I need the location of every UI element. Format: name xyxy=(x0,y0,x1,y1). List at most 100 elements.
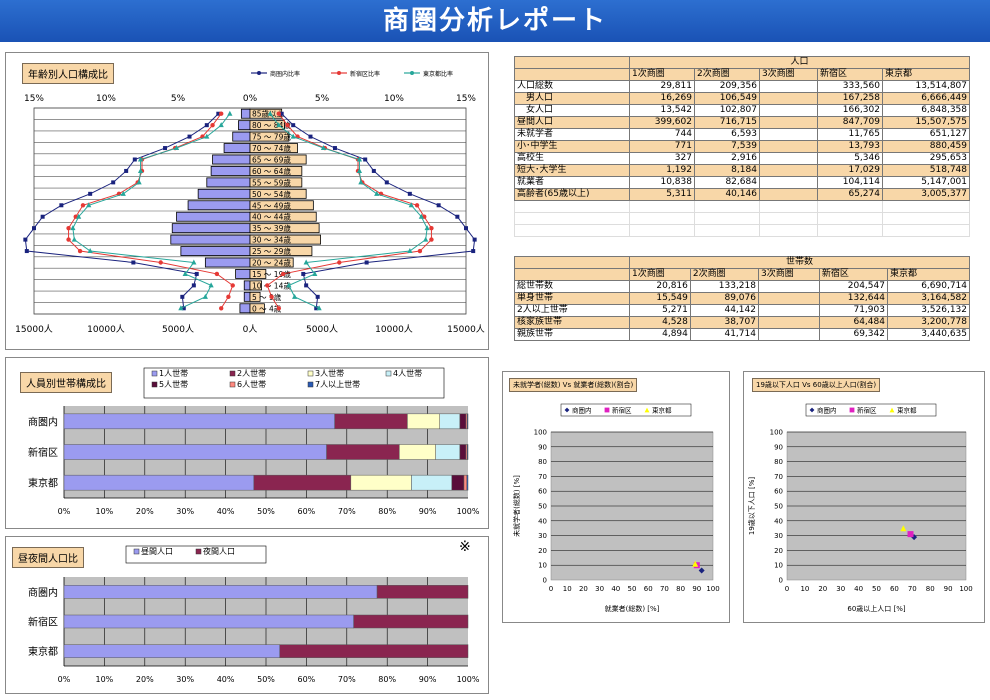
x-tick-label: 50% xyxy=(257,507,275,516)
pyramid-bar-male xyxy=(239,303,251,314)
ratio-point xyxy=(194,271,199,276)
ratio-point xyxy=(301,271,306,276)
table-cell xyxy=(757,292,820,305)
x-tick-label: 20% xyxy=(136,675,154,684)
x-tick-label: 30 xyxy=(836,585,845,593)
table-cell: 102,807 xyxy=(693,104,760,117)
percent-tick-label: 5% xyxy=(171,94,186,104)
ratio-point xyxy=(371,168,376,173)
pyramid-bar-female xyxy=(249,269,267,279)
stacked-bar-segment xyxy=(439,413,461,430)
x-tick-label: 80 xyxy=(676,585,685,593)
scatter-1-title: 未就学者(総数) Vs 就業者(総数)(割合) xyxy=(509,378,638,392)
table-group-header: 人口 xyxy=(629,56,970,69)
table-cell: 106,549 xyxy=(693,92,760,105)
stacked-bar-segment xyxy=(407,413,440,430)
table-cell: 13,793 xyxy=(817,140,883,153)
pyramid-bar-female xyxy=(249,143,298,153)
stacked-bar-segment xyxy=(451,474,465,491)
table-cell: 3,200,778 xyxy=(886,316,971,329)
people-tick-label: 0人 xyxy=(243,324,258,335)
age-label: 50 ～ 54歳 xyxy=(252,189,291,199)
table-cell: 5,311 xyxy=(629,188,695,201)
table-cell xyxy=(758,188,819,201)
legend-swatch xyxy=(385,370,392,377)
legend-label: 商圏内 xyxy=(572,406,592,415)
table-column-header: 新宿区 xyxy=(818,268,888,281)
age-label: 80 ～ 84歳 xyxy=(252,120,291,130)
stacked-bar-segment xyxy=(376,585,469,599)
ratio-point xyxy=(137,167,144,173)
stacked-bar-segment xyxy=(279,644,469,658)
x-tick-label: 10 xyxy=(563,585,572,593)
pyramid-bar-female xyxy=(249,280,262,291)
y-tick-label: 30 xyxy=(538,532,547,540)
age-label: 75 ～ 79歳 xyxy=(252,132,291,142)
row-label: 総世帯数 xyxy=(514,280,630,293)
ratio-line xyxy=(68,113,234,309)
x-tick-label: 30 xyxy=(595,585,604,593)
stacked-bar-segment xyxy=(411,474,453,491)
x-tick-label: 60 xyxy=(644,585,653,593)
percent-tick-label: 5% xyxy=(315,94,330,104)
table-row: 短大･大学生 1,192 8,184 17,029 518,748 xyxy=(514,164,971,177)
scatter-point xyxy=(644,407,650,413)
table-cell xyxy=(758,92,819,105)
table-column-header: 新宿区 xyxy=(817,68,883,81)
ratio-line xyxy=(269,113,428,309)
scatter-point xyxy=(692,560,699,567)
table-cell: 11,765 xyxy=(817,128,883,141)
table-cell: 40,146 xyxy=(693,188,760,201)
ratio-point xyxy=(216,111,221,116)
pyramid-bar-male xyxy=(235,269,251,279)
scatter-point xyxy=(809,407,815,413)
legend-label: 4人世帯 xyxy=(393,368,422,378)
legend-swatch xyxy=(151,381,158,388)
x-tick-label: 90 xyxy=(692,585,701,593)
legend-swatch xyxy=(307,381,314,388)
x-tick-label: 70% xyxy=(338,507,356,516)
y-tick-label: 40 xyxy=(774,517,783,525)
ratio-point xyxy=(304,283,309,288)
row-label: 未就学者 xyxy=(514,128,630,141)
percent-tick-label: 0% xyxy=(243,94,258,104)
ratio-point xyxy=(364,260,369,265)
table-column-header: 1次商圏 xyxy=(629,268,691,281)
table-cell: 744 xyxy=(629,128,695,141)
pyramid-bar-male xyxy=(238,120,251,131)
ratio-point xyxy=(285,122,290,128)
table-column-header: 1次商圏 xyxy=(629,68,695,81)
table-row: 就業者 10,838 82,684 104,114 5,147,001 xyxy=(514,176,971,189)
table-cell: 204,547 xyxy=(818,280,888,293)
x-tick-label: 20 xyxy=(579,585,588,593)
table-row: 女人口 13,542 102,807 166,302 6,848,358 xyxy=(514,104,971,117)
table-cell: 17,029 xyxy=(817,164,883,177)
table-cell: 8,184 xyxy=(693,164,760,177)
ratio-point xyxy=(66,237,71,242)
ratio-point xyxy=(32,226,36,231)
ratio-point xyxy=(76,213,82,219)
age-label: 0 ～ 4歳 xyxy=(252,303,282,313)
ratio-point xyxy=(59,203,64,208)
row-label: 2人以上世帯 xyxy=(514,304,630,317)
ratio-point xyxy=(40,214,45,219)
scatter-point xyxy=(564,407,570,413)
legend-label: 商圏内比率 xyxy=(270,70,300,78)
y-tick-label: 90 xyxy=(538,443,547,451)
scatter-point xyxy=(907,531,914,538)
pyramid-bar-female xyxy=(249,131,290,142)
age-label: 70 ～ 74歳 xyxy=(252,143,291,153)
x-tick-label: 90% xyxy=(419,507,437,516)
x-tick-label: 80% xyxy=(378,675,396,684)
table-cell: 71,903 xyxy=(818,304,888,317)
percent-tick-label: 15% xyxy=(456,94,476,104)
percent-tick-label: 10% xyxy=(384,94,404,104)
day-night-panel: 昼夜間人口比 ※ 商圏内 新宿区 東京都 0% 10% 20% 30% 40% 50% 60% 70… xyxy=(5,536,489,694)
ratio-point xyxy=(187,134,192,139)
table-cell: 3,164,582 xyxy=(886,292,971,305)
legend-box xyxy=(125,545,267,564)
x-tick-label: 0 xyxy=(785,585,789,593)
ratio-point xyxy=(429,225,434,231)
legend-label: 東京都 xyxy=(897,406,917,415)
ratio-point xyxy=(226,294,231,300)
